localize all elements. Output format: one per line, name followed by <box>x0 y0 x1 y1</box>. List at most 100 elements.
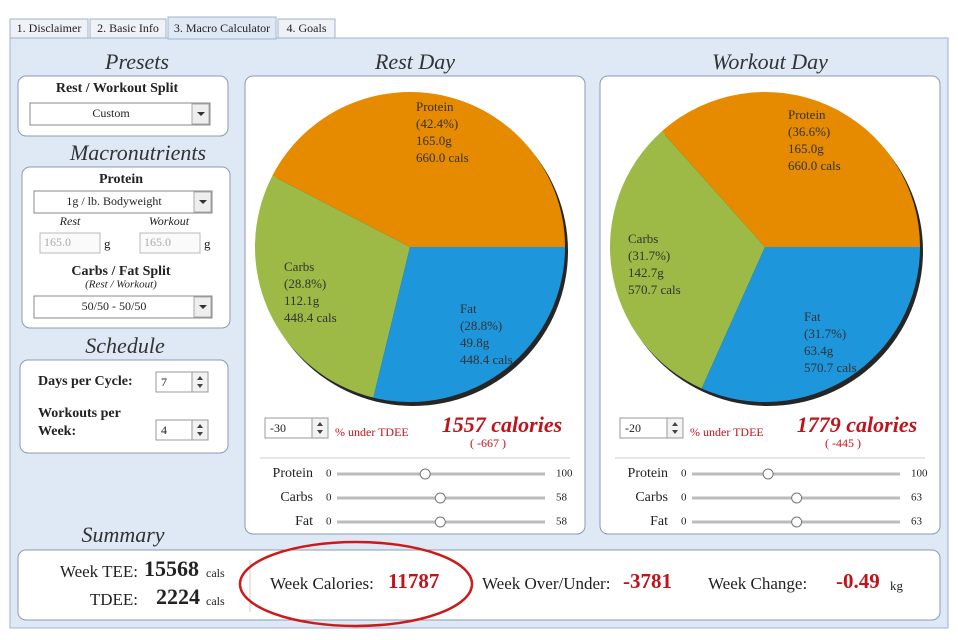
arrow-icon <box>199 305 207 309</box>
slider-label: Carbs <box>280 490 313 505</box>
tab-label: 1. Disclaimer <box>17 21 82 35</box>
unit-label: g <box>104 236 111 251</box>
slice-label: (31.7%) <box>628 248 670 263</box>
slider-knob[interactable] <box>762 468 774 480</box>
slider-max: 100 <box>911 468 928 480</box>
field-label: Rest / Workout Split <box>56 81 179 96</box>
summary-unit: cals <box>206 566 225 580</box>
highlight-circle <box>238 540 474 628</box>
slice-label: 448.4 cals <box>460 352 513 367</box>
spinner-value: 4 <box>161 423 167 437</box>
text-input[interactable] <box>39 232 101 254</box>
slider-label: Protein <box>628 466 668 481</box>
field-label: Rest <box>59 214 81 228</box>
summary-value: -3781 <box>623 569 672 593</box>
pie-slice <box>373 247 565 402</box>
slider-label: Fat <box>650 514 668 529</box>
slider-min: 0 <box>681 492 687 504</box>
slider-max: 63 <box>911 516 923 528</box>
slice-label: (28.8%) <box>284 276 326 291</box>
slice-label: (36.6%) <box>788 124 830 139</box>
slider-min: 0 <box>326 516 332 528</box>
slice-label: 165.0g <box>788 141 824 156</box>
slider-label: Carbs <box>635 490 668 505</box>
preset-select[interactable] <box>29 102 211 126</box>
arrow-icon <box>197 112 205 116</box>
spinner-value: 7 <box>161 375 167 389</box>
slice-label: 660.0 cals <box>788 158 841 173</box>
calories-total: 1557 calories <box>442 412 562 437</box>
slider-knob[interactable] <box>434 492 446 504</box>
text-input[interactable] <box>139 232 201 254</box>
slice-label: Protein <box>416 99 454 114</box>
slider-knob[interactable] <box>419 468 431 480</box>
slice-label: (42.4%) <box>416 116 458 131</box>
summary-value: 15568 <box>144 556 199 581</box>
spin-icons <box>197 376 203 388</box>
protein-select[interactable] <box>33 190 213 214</box>
input-value: 165.0 <box>144 235 171 249</box>
summary-label: Week Over/Under: <box>482 574 610 593</box>
slider-max: 63 <box>911 492 923 504</box>
slider-max: 58 <box>556 516 568 528</box>
spinner-value: -30 <box>270 421 286 435</box>
field-label: Protein <box>99 172 143 187</box>
pie-slice <box>701 247 920 402</box>
section-heading: Rest Day <box>374 49 455 74</box>
spin-icons <box>317 422 323 434</box>
section-heading: Schedule <box>85 333 165 358</box>
split-select[interactable] <box>33 295 213 319</box>
spin-icons <box>197 424 203 436</box>
summary-unit: kg <box>890 578 904 593</box>
slider-knob[interactable] <box>791 492 803 504</box>
slider-max: 100 <box>556 468 573 480</box>
calories-diff: ( -445 ) <box>825 436 861 450</box>
calories-total: 1779 calories <box>797 412 917 437</box>
select-value: 50/50 - 50/50 <box>82 299 147 313</box>
tab[interactable] <box>277 18 336 39</box>
slice-label: Fat <box>804 309 821 324</box>
slice-label: 570.7 cals <box>628 282 681 297</box>
slice-label: Protein <box>788 107 826 122</box>
slice-label: 660.0 cals <box>416 150 469 165</box>
slider-knob[interactable] <box>791 516 803 528</box>
spin-buttons[interactable] <box>666 417 684 439</box>
slider-min: 0 <box>681 516 687 528</box>
tab[interactable] <box>167 16 277 40</box>
input-value: 165.0 <box>44 235 71 249</box>
field-label: Workout <box>149 214 190 228</box>
offset-label: % under TDEE <box>335 425 409 439</box>
slider-min: 0 <box>681 468 687 480</box>
slider-knob[interactable] <box>434 516 446 528</box>
section-heading: Summary <box>81 522 164 547</box>
slice-label: 448.4 cals <box>284 310 337 325</box>
section-heading: Workout Day <box>712 49 828 74</box>
summary-label: Week Change: <box>708 574 807 593</box>
tab[interactable] <box>89 18 167 39</box>
summary-label: TDEE: <box>90 590 138 609</box>
summary-value: 2224 <box>156 584 200 609</box>
arrow-icon <box>199 200 207 204</box>
slider-min: 0 <box>326 468 332 480</box>
calories-diff: ( -667 ) <box>470 436 506 450</box>
spin-buttons[interactable] <box>311 417 329 439</box>
slider-label: Protein <box>273 466 313 481</box>
offset-label: % under TDEE <box>690 425 764 439</box>
spin-buttons[interactable] <box>191 419 209 441</box>
pie-slice <box>610 131 765 389</box>
summary-label: Week Calories: <box>270 574 374 593</box>
pie-slice <box>272 91 565 247</box>
tab-label: 2. Basic Info <box>97 21 159 35</box>
pie-slice <box>661 92 920 247</box>
slice-label: 570.7 cals <box>804 360 857 375</box>
field-label: Week: <box>38 424 76 439</box>
spin-buttons[interactable] <box>191 371 209 393</box>
slice-label: Carbs <box>284 259 314 274</box>
field-sublabel: (Rest / Workout) <box>85 279 157 291</box>
field-label: Workouts per <box>38 406 121 421</box>
pie-slice <box>255 175 410 398</box>
tab[interactable] <box>9 18 89 39</box>
field-label: Carbs / Fat Split <box>71 264 171 279</box>
slider-max: 58 <box>556 492 568 504</box>
